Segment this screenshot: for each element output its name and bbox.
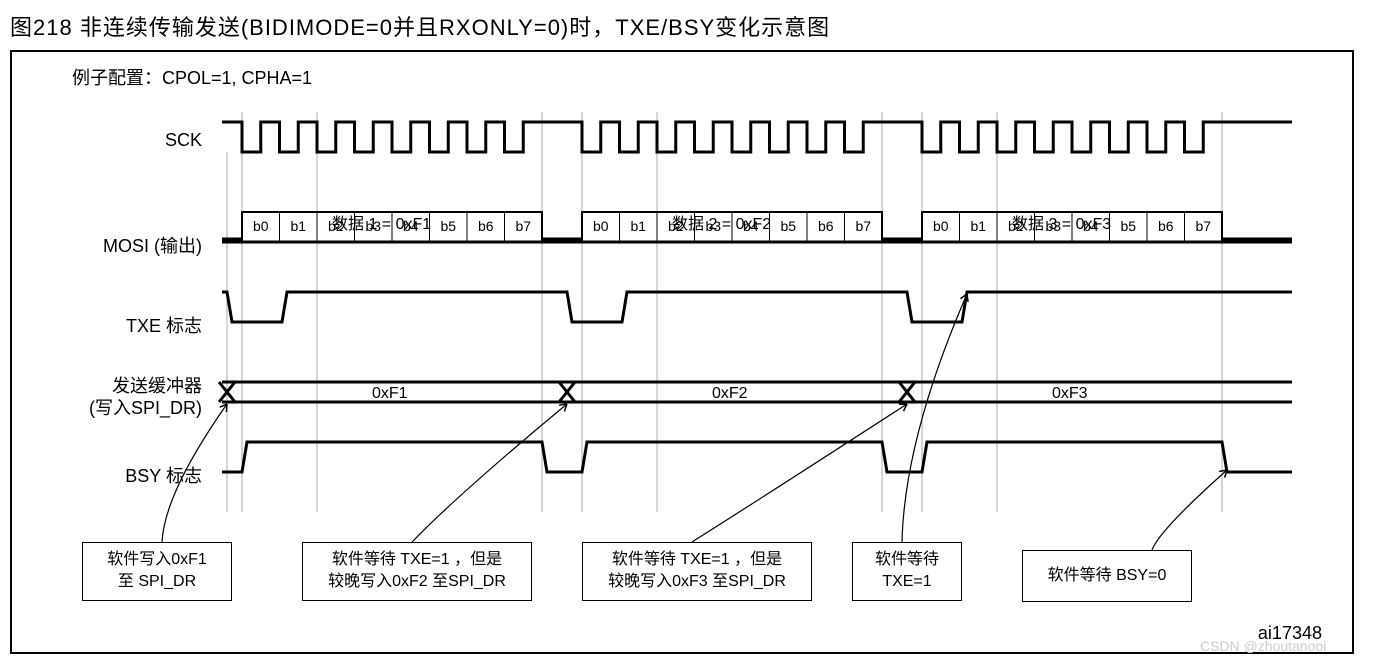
watermark: CSDN @zhoutanooi: [1200, 638, 1326, 654]
waveform-svg: [12, 52, 1352, 652]
figure-title: 图218 非连续传输发送(BIDIMODE=0并且RXONLY=0)时，TXE/…: [10, 10, 1374, 42]
diagram-frame: 例子配置：CPOL=1, CPHA=1 SCK MOSI (输出) TXE 标志…: [10, 50, 1354, 654]
